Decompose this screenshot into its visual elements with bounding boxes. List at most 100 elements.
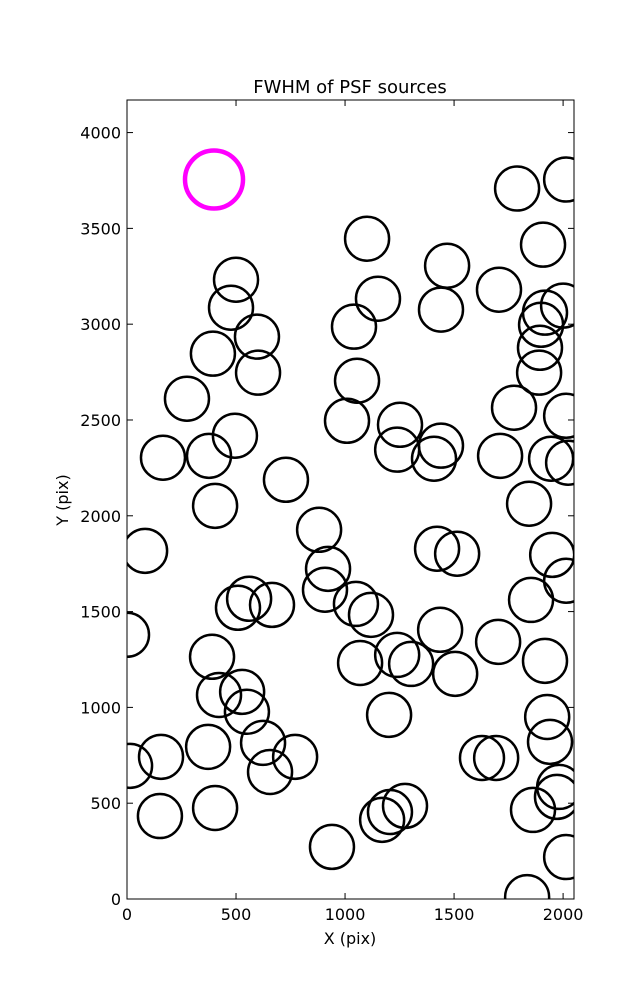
source-marker bbox=[515, 349, 563, 396]
source-marker bbox=[248, 581, 296, 629]
source-marker bbox=[271, 733, 319, 781]
plot-area bbox=[127, 148, 574, 899]
source-marker bbox=[189, 330, 237, 377]
source-marker bbox=[493, 165, 541, 212]
source-marker bbox=[505, 480, 553, 527]
source-marker bbox=[188, 633, 236, 681]
source-marker bbox=[542, 392, 574, 440]
source-marker bbox=[127, 527, 169, 575]
source-marker bbox=[523, 693, 571, 741]
y-tick-label: 4000 bbox=[80, 124, 121, 143]
source-marker bbox=[533, 773, 574, 821]
y-tick-label: 3000 bbox=[80, 315, 121, 334]
source-marker bbox=[503, 873, 551, 899]
source-marker bbox=[521, 637, 569, 685]
source-marker bbox=[301, 566, 349, 613]
source-marker bbox=[139, 434, 187, 481]
source-marker bbox=[544, 439, 574, 486]
y-axis-label: Y (pix) bbox=[53, 474, 72, 526]
source-marker bbox=[431, 650, 479, 698]
source-marker bbox=[136, 792, 184, 840]
x-tick-label: 500 bbox=[221, 905, 252, 924]
source-marker bbox=[191, 482, 239, 530]
y-tick-label: 2000 bbox=[80, 507, 121, 526]
source-marker bbox=[214, 584, 262, 632]
x-axis-label: X (pix) bbox=[324, 929, 377, 948]
source-marker bbox=[127, 611, 151, 659]
source-marker bbox=[358, 796, 406, 844]
highlight-marker bbox=[182, 148, 246, 211]
source-marker bbox=[332, 580, 380, 628]
source-marker bbox=[474, 618, 522, 666]
source-marker bbox=[343, 215, 391, 262]
source-marker bbox=[373, 631, 421, 679]
source-marker bbox=[387, 640, 435, 688]
source-marker bbox=[416, 606, 464, 654]
source-marker bbox=[507, 576, 555, 624]
source-marker bbox=[458, 734, 506, 782]
source-marker bbox=[519, 221, 567, 268]
source-marker bbox=[365, 691, 413, 739]
x-tick-label: 1500 bbox=[434, 905, 475, 924]
source-marker bbox=[234, 349, 282, 396]
source-marker bbox=[184, 723, 232, 771]
source-marker bbox=[191, 784, 239, 832]
source-marker bbox=[211, 412, 259, 459]
source-marker bbox=[476, 432, 524, 480]
plot-frame bbox=[126, 99, 575, 900]
source-marker bbox=[475, 266, 523, 313]
source-marker bbox=[472, 734, 520, 782]
source-marker bbox=[373, 426, 421, 473]
y-tick-label: 0 bbox=[111, 890, 121, 909]
source-marker bbox=[509, 786, 557, 834]
y-tick-label: 500 bbox=[90, 794, 121, 813]
y-tick-label: 2500 bbox=[80, 411, 121, 430]
source-marker bbox=[262, 456, 310, 504]
source-marker bbox=[542, 156, 574, 203]
source-marker bbox=[347, 591, 395, 639]
source-marker bbox=[304, 545, 352, 593]
source-marker bbox=[218, 668, 266, 716]
source-marker bbox=[246, 748, 294, 796]
y-tick-label: 1000 bbox=[80, 698, 121, 717]
x-tick-label: 2000 bbox=[543, 905, 584, 924]
source-marker bbox=[333, 357, 381, 404]
source-marker bbox=[528, 531, 574, 579]
y-tick-label: 1500 bbox=[80, 603, 121, 622]
y-tick-label: 3500 bbox=[80, 219, 121, 238]
source-marker bbox=[233, 313, 281, 360]
source-marker bbox=[413, 525, 461, 572]
x-tick-label: 1000 bbox=[325, 905, 366, 924]
source-marker bbox=[542, 833, 574, 881]
chart-title: FWHM of PSF sources bbox=[253, 77, 447, 98]
source-marker bbox=[527, 435, 574, 482]
source-marker bbox=[223, 688, 271, 736]
source-marker bbox=[225, 575, 273, 623]
source-marker bbox=[336, 639, 384, 687]
source-marker bbox=[517, 301, 565, 349]
source-marker bbox=[195, 671, 243, 719]
source-marker bbox=[185, 432, 233, 480]
source-marker bbox=[490, 384, 538, 431]
source-marker bbox=[417, 286, 465, 333]
source-marker bbox=[376, 401, 424, 449]
source-marker bbox=[410, 435, 458, 482]
source-marker bbox=[127, 742, 154, 790]
source-marker bbox=[526, 718, 574, 766]
source-marker bbox=[163, 375, 211, 422]
source-marker bbox=[323, 397, 371, 444]
x-tick-label: 0 bbox=[122, 905, 132, 924]
source-marker bbox=[354, 275, 402, 322]
source-marker bbox=[366, 788, 414, 836]
source-marker bbox=[295, 506, 343, 554]
source-marker bbox=[433, 530, 481, 577]
source-marker bbox=[212, 256, 260, 303]
source-marker bbox=[516, 324, 564, 371]
source-marker bbox=[330, 303, 378, 350]
source-marker bbox=[239, 719, 287, 767]
source-marker bbox=[308, 823, 356, 871]
source-marker bbox=[207, 284, 255, 331]
source-marker bbox=[137, 733, 185, 781]
